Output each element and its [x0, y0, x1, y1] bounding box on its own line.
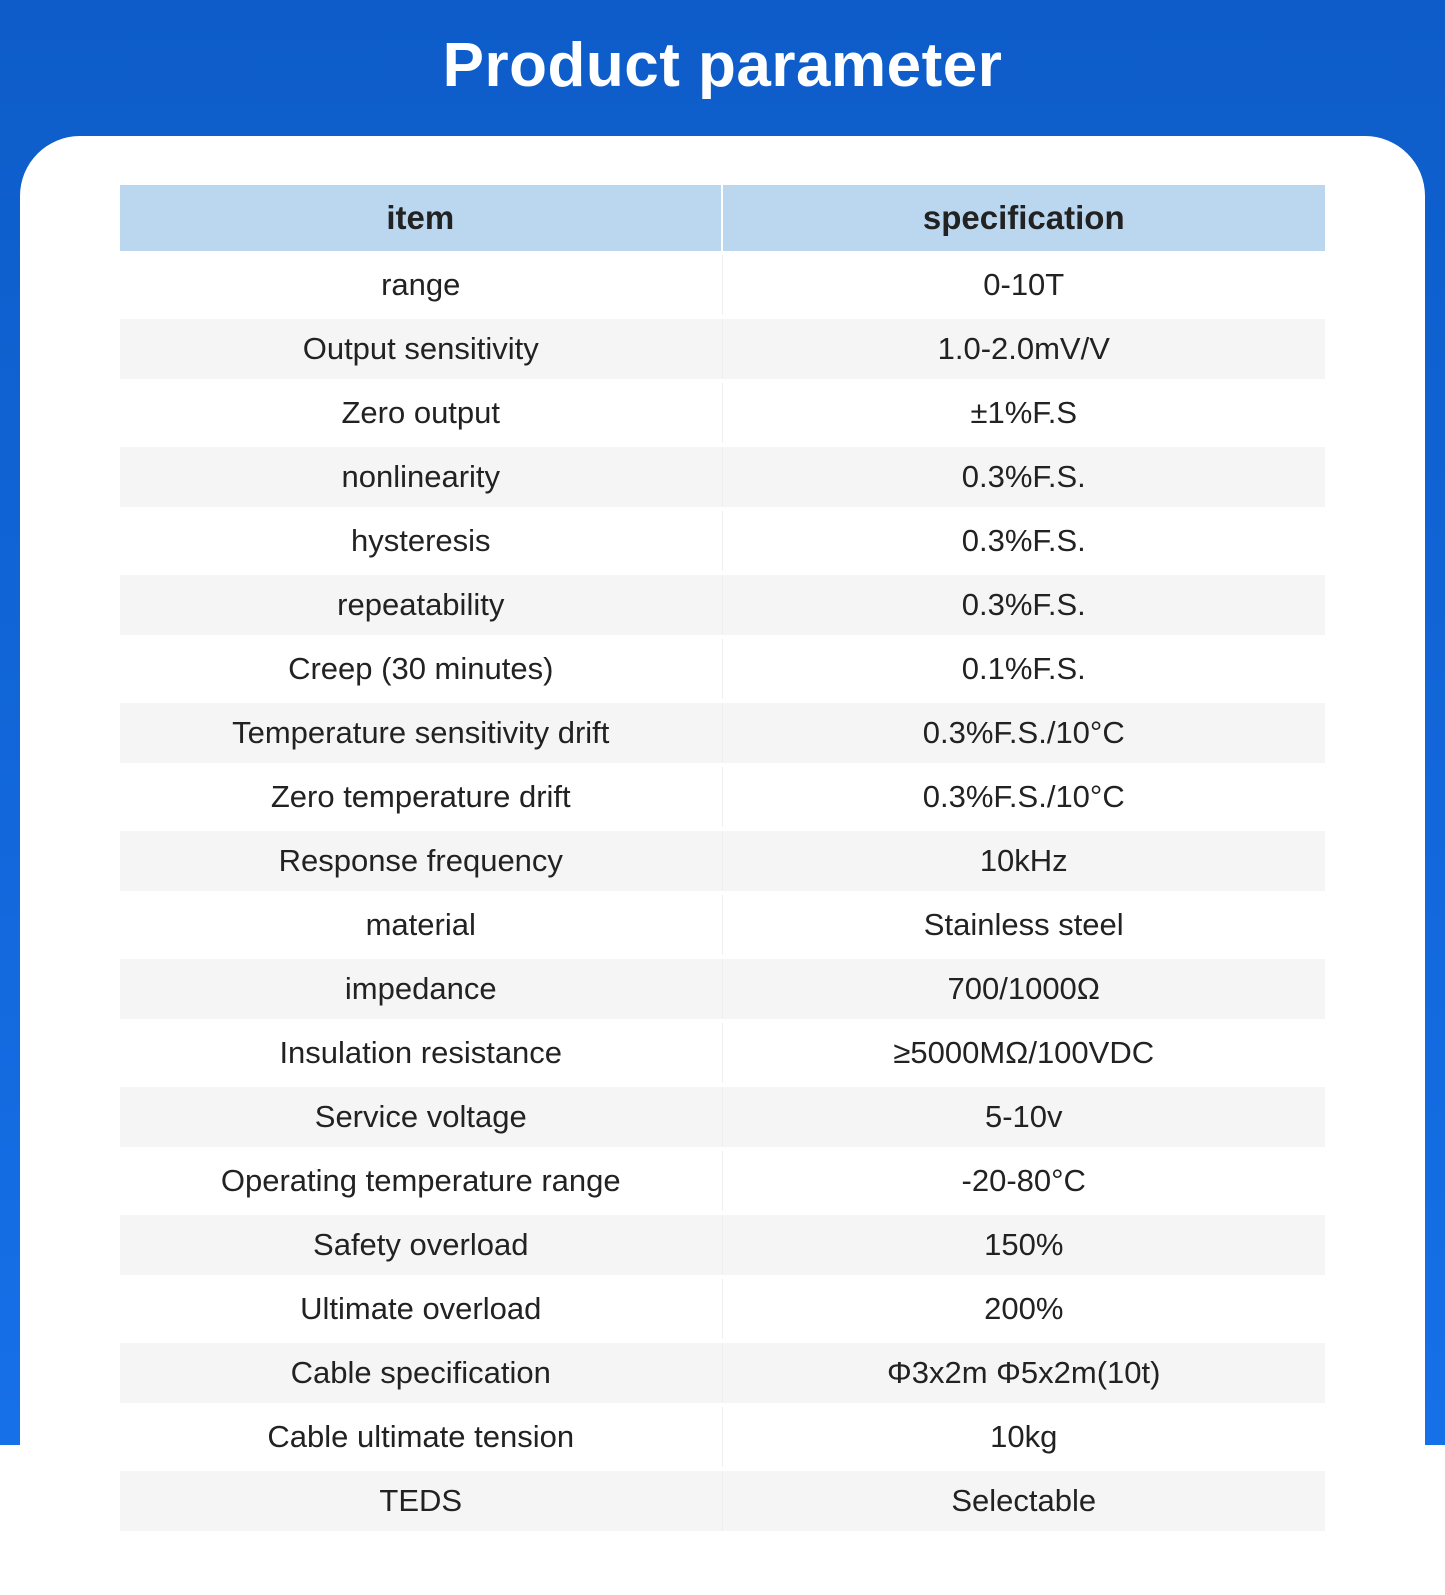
table-row: Output sensitivity1.0-2.0mV/V — [120, 319, 1325, 379]
cell-item: Zero output — [120, 383, 723, 443]
table-row: materialStainless steel — [120, 895, 1325, 955]
cell-spec: 0.3%F.S./10°C — [723, 767, 1326, 827]
table-row: Ultimate overload200% — [120, 1279, 1325, 1339]
table-row: Response frequency10kHz — [120, 831, 1325, 891]
cell-item: Response frequency — [120, 831, 723, 891]
cell-spec: 0.3%F.S. — [723, 511, 1326, 571]
table-row: Insulation resistance≥5000MΩ/100VDC — [120, 1023, 1325, 1083]
cell-item: hysteresis — [120, 511, 723, 571]
table-header-row: item specification — [120, 185, 1325, 251]
cell-spec: 1.0-2.0mV/V — [723, 319, 1326, 379]
cell-item: nonlinearity — [120, 447, 723, 507]
cell-item: material — [120, 895, 723, 955]
table-row: Cable specificationΦ3x2m Φ5x2m(10t) — [120, 1343, 1325, 1403]
table-row: Safety overload150% — [120, 1215, 1325, 1275]
cell-spec: Φ3x2m Φ5x2m(10t) — [723, 1343, 1326, 1403]
table-row: Temperature sensitivity drift0.3%F.S./10… — [120, 703, 1325, 763]
table-row: Cable ultimate tension10kg — [120, 1407, 1325, 1467]
cell-item: Insulation resistance — [120, 1023, 723, 1083]
table-row: impedance700/1000Ω — [120, 959, 1325, 1019]
cell-item: Output sensitivity — [120, 319, 723, 379]
cell-spec: -20-80°C — [723, 1151, 1326, 1211]
header: Product parameter — [0, 0, 1445, 136]
cell-item: Service voltage — [120, 1087, 723, 1147]
table-row: TEDSSelectable — [120, 1471, 1325, 1531]
cell-item: range — [120, 255, 723, 315]
table-row: Service voltage5-10v — [120, 1087, 1325, 1147]
cell-spec: 0.3%F.S./10°C — [723, 703, 1326, 763]
cell-spec: Selectable — [723, 1471, 1326, 1531]
cell-item: Ultimate overload — [120, 1279, 723, 1339]
table-row: Operating temperature range-20-80°C — [120, 1151, 1325, 1211]
cell-spec: 150% — [723, 1215, 1326, 1275]
cell-item: Safety overload — [120, 1215, 723, 1275]
cell-item: repeatability — [120, 575, 723, 635]
cell-spec: Stainless steel — [723, 895, 1326, 955]
table-row: Zero temperature drift0.3%F.S./10°C — [120, 767, 1325, 827]
cell-item: TEDS — [120, 1471, 723, 1531]
cell-spec: 0.3%F.S. — [723, 575, 1326, 635]
cell-spec: ±1%F.S — [723, 383, 1326, 443]
column-header-item: item — [120, 185, 723, 251]
cell-item: Creep (30 minutes) — [120, 639, 723, 699]
cell-spec: 10kHz — [723, 831, 1326, 891]
content-panel: item specification range0-10TOutput sens… — [20, 136, 1425, 1595]
main-container: Product parameter item specification ran… — [0, 0, 1445, 1445]
cell-spec: 0-10T — [723, 255, 1326, 315]
page-title: Product parameter — [0, 30, 1445, 101]
cell-item: Temperature sensitivity drift — [120, 703, 723, 763]
cell-spec: 0.1%F.S. — [723, 639, 1326, 699]
cell-spec: 5-10v — [723, 1087, 1326, 1147]
cell-spec: 200% — [723, 1279, 1326, 1339]
table-row: nonlinearity0.3%F.S. — [120, 447, 1325, 507]
table-row: hysteresis0.3%F.S. — [120, 511, 1325, 571]
table-row: Zero output±1%F.S — [120, 383, 1325, 443]
table-row: Creep (30 minutes)0.1%F.S. — [120, 639, 1325, 699]
cell-spec: 700/1000Ω — [723, 959, 1326, 1019]
column-header-spec: specification — [723, 185, 1326, 251]
cell-item: Cable ultimate tension — [120, 1407, 723, 1467]
cell-spec: 0.3%F.S. — [723, 447, 1326, 507]
cell-item: Zero temperature drift — [120, 767, 723, 827]
cell-item: impedance — [120, 959, 723, 1019]
cell-spec: ≥5000MΩ/100VDC — [723, 1023, 1326, 1083]
spec-table: item specification range0-10TOutput sens… — [120, 181, 1325, 1535]
cell-spec: 10kg — [723, 1407, 1326, 1467]
table-body: range0-10TOutput sensitivity1.0-2.0mV/VZ… — [120, 255, 1325, 1531]
cell-item: Cable specification — [120, 1343, 723, 1403]
table-row: repeatability0.3%F.S. — [120, 575, 1325, 635]
table-row: range0-10T — [120, 255, 1325, 315]
cell-item: Operating temperature range — [120, 1151, 723, 1211]
